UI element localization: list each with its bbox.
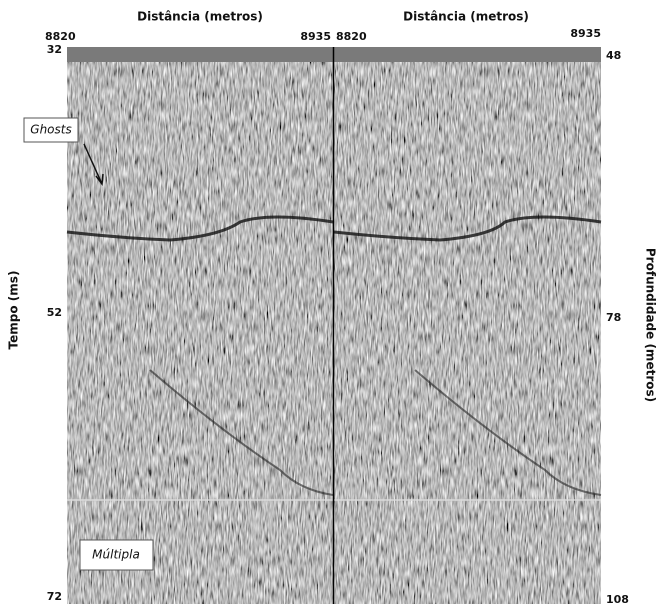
x-end-label: 8935 [300, 30, 331, 43]
annotation-box [79, 539, 154, 571]
reflector [414, 369, 602, 496]
seismic-texture [334, 47, 601, 604]
y-tick-label: 32 [47, 43, 62, 56]
x-axis-title: Distância (metros) [137, 10, 263, 24]
reflector [333, 215, 602, 242]
y-tick-label: 78 [606, 311, 621, 324]
y-axis-title: Tempo (ms) [7, 271, 21, 350]
reflector [66, 215, 334, 242]
multiple-annotation: Múltipla [79, 539, 154, 571]
water-band [67, 47, 333, 62]
seismic-texture [67, 47, 333, 604]
water-band [334, 47, 601, 62]
right-section [333, 47, 602, 604]
y-tick-label: 52 [47, 306, 62, 319]
y-tick-label: 72 [47, 590, 62, 603]
annotation-text: Múltipla [92, 548, 140, 562]
reflector [149, 369, 334, 496]
x-axis-title: Distância (metros) [403, 10, 529, 24]
x-end-label: 8935 [570, 27, 601, 40]
ghosts-annotation: Ghosts [23, 117, 104, 186]
annotation-arrow [83, 143, 104, 186]
left-section [66, 47, 334, 604]
x-start-label: 8820 [45, 30, 76, 43]
annotation-box [23, 117, 79, 143]
y-tick-label: 48 [606, 49, 621, 62]
y-axis-title: Profundidade (metros) [644, 248, 658, 402]
x-start-label: 8820 [336, 30, 367, 43]
annotation-text: Ghosts [30, 123, 71, 137]
y-tick-label: 108 [606, 593, 629, 605]
